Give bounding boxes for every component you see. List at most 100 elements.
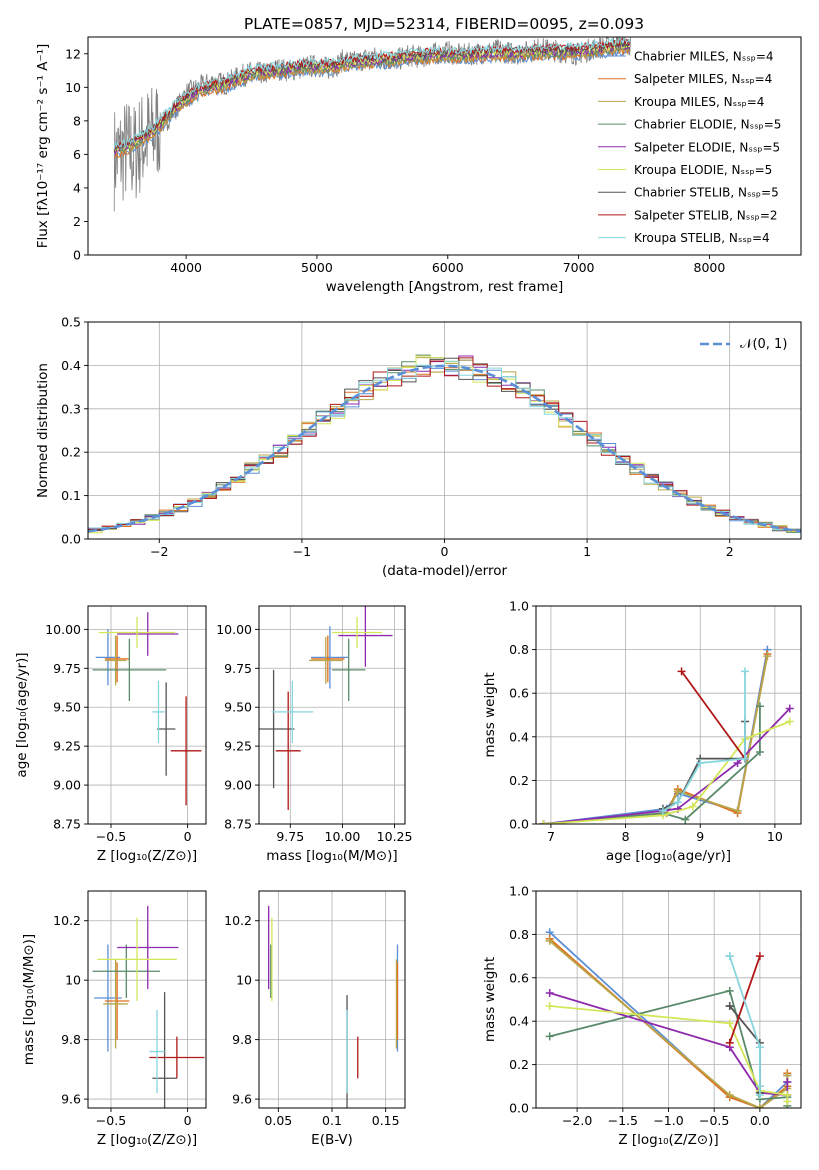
weight-marker bbox=[539, 820, 548, 824]
y-tick-label: 0.0 bbox=[61, 532, 81, 547]
legend-entry: Salpeter MILES, Nₛₛₚ=4 bbox=[634, 72, 772, 86]
x-tick-label: 1 bbox=[583, 544, 591, 559]
x-tick-label: 0.05 bbox=[264, 1113, 292, 1128]
weight-marker bbox=[725, 1038, 734, 1047]
weight-marker bbox=[688, 802, 697, 811]
axes-frame bbox=[87, 36, 802, 256]
legend-entry: Kroupa STELIB, Nₛₛₚ=4 bbox=[634, 231, 770, 245]
y-tick-label: 1.0 bbox=[509, 599, 529, 614]
plot-area-weight-vs-age bbox=[539, 645, 794, 824]
x-axis-label: Z [log₁₀(Z/Z⊙)] bbox=[618, 1132, 718, 1148]
y-tick-label: 0.4 bbox=[509, 1014, 529, 1029]
y-tick-label: 0.2 bbox=[509, 1057, 529, 1072]
x-tick-label: −2.0 bbox=[562, 1113, 592, 1128]
x-tick-label: 0.15 bbox=[372, 1113, 400, 1128]
weight-marker bbox=[741, 754, 750, 763]
legend-entry: Salpeter ELODIE, Nₛₛₚ=5 bbox=[634, 140, 780, 154]
legend-entry: Kroupa ELODIE, Nₛₛₚ=5 bbox=[634, 163, 772, 177]
y-axis-label: age [log₁₀(age/yr)] bbox=[14, 652, 30, 777]
x-tick-label: 10.00 bbox=[325, 829, 361, 844]
weight-marker bbox=[755, 702, 764, 711]
axes-mass-vs-EBV: 0.05 0.1 0.15 9.6 9.8 10 10.2 E(B-V) bbox=[224, 890, 406, 1148]
y-axis-label: mass [log₁₀(M/M⊙)] bbox=[21, 934, 37, 1065]
y-tick-label: 9.00 bbox=[224, 778, 252, 793]
y-tick-label: 9.25 bbox=[53, 739, 81, 754]
x-axis-label: age [log₁₀(age/yr)] bbox=[606, 848, 731, 864]
y-tick-label: 9.50 bbox=[53, 700, 81, 715]
y-tick-label: 0.0 bbox=[509, 1101, 529, 1116]
x-tick-label: −0.5 bbox=[96, 1113, 126, 1128]
y-tick-label: 9.50 bbox=[224, 700, 252, 715]
model-spectrum-line bbox=[113, 37, 631, 150]
x-tick-label: 0.1 bbox=[322, 1113, 342, 1128]
figure-title: PLATE=0857, MJD=52314, FIBERID=0095, z=0… bbox=[244, 15, 644, 33]
x-tick-label: 6000 bbox=[432, 260, 464, 275]
x-tick-label: 10.25 bbox=[377, 829, 413, 844]
y-tick-label: 8.75 bbox=[53, 817, 81, 832]
weight-marker bbox=[733, 806, 742, 815]
weight-series-line bbox=[543, 655, 769, 824]
legend-entry: Salpeter STELIB, Nₛₛₚ=2 bbox=[634, 208, 778, 222]
y-tick-label: 0.2 bbox=[509, 773, 529, 788]
x-tick-label: 0 bbox=[184, 829, 192, 844]
weight-marker bbox=[545, 1032, 554, 1041]
x-tick-label: −0.5 bbox=[699, 1113, 729, 1128]
y-axis-label: mass weight bbox=[482, 957, 498, 1042]
y-tick-label: 10 bbox=[65, 80, 81, 95]
x-tick-label: 0.0 bbox=[750, 1113, 770, 1128]
weight-marker bbox=[755, 1082, 764, 1091]
x-tick-label: 10 bbox=[767, 829, 783, 844]
weight-series-line bbox=[543, 706, 761, 824]
x-tick-label: −1.0 bbox=[653, 1113, 683, 1128]
x-tick-label: 4000 bbox=[170, 260, 202, 275]
y-tick-label: 9.8 bbox=[61, 1032, 81, 1047]
plot-area-spectrum bbox=[113, 37, 632, 212]
weight-marker bbox=[783, 1077, 792, 1086]
y-tick-label: 2 bbox=[73, 214, 81, 229]
y-tick-label: 0.8 bbox=[509, 642, 529, 657]
y-tick-label: 9.8 bbox=[232, 1032, 252, 1047]
weight-marker bbox=[725, 1002, 734, 1011]
x-axis-label: Z [log₁₀(Z/Z⊙)] bbox=[97, 848, 197, 864]
weight-series-line bbox=[543, 653, 769, 824]
weight-marker bbox=[545, 1002, 554, 1011]
y-tick-label: 0.4 bbox=[509, 729, 529, 744]
legend-entry: Chabrier ELODIE, Nₛₛₚ=5 bbox=[634, 118, 781, 132]
weight-marker bbox=[725, 1090, 734, 1099]
weight-marker bbox=[755, 1104, 764, 1108]
x-tick-label: −1 bbox=[293, 544, 311, 559]
weight-marker bbox=[741, 667, 750, 676]
y-tick-label: 0.4 bbox=[61, 358, 81, 373]
x-tick-label: −1.5 bbox=[608, 1113, 638, 1128]
y-tick-label: 10.2 bbox=[224, 913, 252, 928]
x-tick-label: 7 bbox=[547, 829, 555, 844]
model-spectrum-line bbox=[114, 44, 631, 155]
weight-marker bbox=[677, 667, 686, 676]
weight-marker bbox=[725, 986, 734, 995]
plot-area-residuals bbox=[88, 354, 801, 534]
y-tick-label: 10 bbox=[236, 973, 252, 988]
weight-marker bbox=[673, 787, 682, 796]
y-tick-label: 0.1 bbox=[61, 488, 81, 503]
axes-spectrum: 4000 5000 6000 7000 8000 0 2 4 6 8 10 12 wavelength … bbox=[35, 36, 802, 295]
weight-marker bbox=[785, 704, 794, 713]
weight-marker bbox=[545, 936, 554, 945]
axes-age-vs-mass: 9.75 10.00 10.25 8.75 9.00 9.25 9.50 9.75 10.00 m… bbox=[216, 605, 413, 864]
y-tick-label: 8 bbox=[73, 113, 81, 128]
x-tick-label: 8 bbox=[622, 829, 630, 844]
y-axis-label: mass weight bbox=[482, 672, 498, 757]
x-tick-label: −2 bbox=[150, 544, 168, 559]
spectrum-legend: Chabrier MILES, Nₛₛₚ=4 Salpeter MILES, Nₛ… bbox=[598, 50, 781, 245]
x-tick-label: 8000 bbox=[694, 260, 726, 275]
y-tick-label: 0.6 bbox=[509, 970, 529, 985]
x-axis-label: Z [log₁₀(Z/Z⊙)] bbox=[97, 1132, 197, 1148]
weight-marker bbox=[755, 1043, 764, 1052]
y-axis-label: Normed distribution bbox=[35, 363, 51, 498]
model-spectrum-line bbox=[113, 37, 631, 151]
weight-marker bbox=[783, 1097, 792, 1106]
weight-marker bbox=[725, 1019, 734, 1028]
axes-frame bbox=[87, 890, 207, 1109]
axes-mass-vs-Z: −0.5 0 9.6 9.8 10 10.2 Z [log₁₀(Z/Z⊙)] mass [lo… bbox=[21, 890, 207, 1148]
x-axis-label: (data-model)/error bbox=[382, 563, 508, 579]
plot-area-mass-vs-Z bbox=[92, 905, 205, 1108]
